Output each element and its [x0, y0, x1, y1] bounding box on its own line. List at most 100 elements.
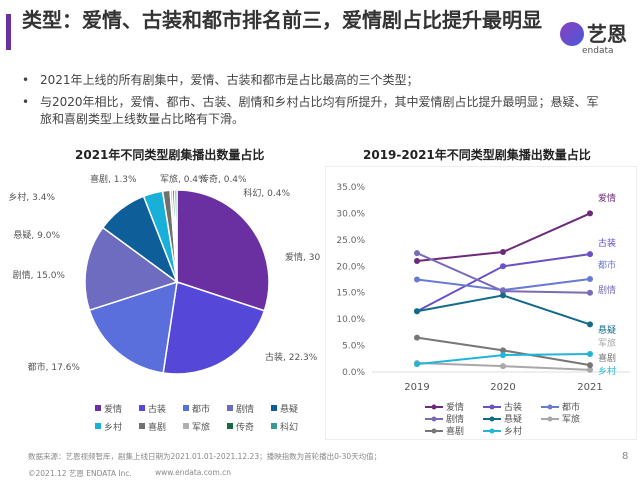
legend-swatch	[227, 423, 233, 429]
legend-marker	[489, 416, 495, 422]
pie-data-label: 悬疑, 9.0%	[13, 230, 60, 241]
pie-data-label: 剧情, 15.0%	[13, 269, 66, 281]
pie-slice-都市	[88, 280, 178, 374]
logo-subtext: endata	[582, 46, 614, 56]
data-point	[587, 366, 593, 373]
legend-label: 古装	[148, 403, 166, 415]
data-point	[500, 263, 506, 270]
series-end-label: 喜剧	[598, 352, 616, 364]
legend-label: 喜剧	[446, 425, 464, 437]
legend-label: 爱情	[446, 401, 464, 413]
data-point	[414, 334, 420, 341]
pie-slice-剧情	[84, 226, 179, 312]
legend-swatch	[271, 405, 277, 411]
y-tick-label: 20.0%	[336, 262, 365, 272]
series-end-label: 爱情	[598, 192, 616, 204]
series-end-label: 都市	[598, 259, 616, 271]
legend-label: 喜剧	[148, 421, 166, 433]
data-point	[500, 352, 506, 359]
legend-marker	[431, 416, 437, 422]
legend-swatch	[183, 405, 189, 411]
y-tick-label: 10.0%	[336, 315, 365, 325]
line-chart-title: 2019-2021年不同类型剧集播出数量占比	[363, 148, 591, 162]
logo-text: 艺恩	[587, 22, 627, 46]
y-tick-label: 0.0%	[342, 368, 365, 378]
page-number: 8	[622, 451, 629, 462]
legend-label: 乡村	[504, 425, 522, 437]
data-point	[414, 308, 420, 315]
bullet-item: 与2020年相比，爱情、都市、古装、剧情和乡村占比均有所提升，其中爱情剧占比提升…	[22, 94, 602, 128]
data-point	[500, 347, 506, 354]
data-point	[414, 361, 420, 368]
pie-data-label: 科幻, 0.4%	[243, 187, 290, 199]
legend-label: 爱情	[104, 403, 122, 415]
legend-marker	[431, 428, 437, 434]
legend-marker	[431, 404, 437, 410]
series-end-label: 古装	[598, 237, 616, 249]
accent-bar	[6, 14, 11, 50]
legend-label: 都市	[192, 403, 210, 415]
legend-swatch	[227, 405, 233, 411]
data-point	[500, 363, 506, 370]
data-point	[587, 321, 593, 328]
y-tick-label: 15.0%	[336, 289, 365, 299]
legend-label: 军旅	[562, 413, 580, 425]
series-line-悬疑	[416, 294, 591, 326]
pie-data-label: 都市, 17.6%	[28, 361, 81, 373]
series-end-label: 乡村	[598, 365, 616, 377]
legend-label: 悬疑	[280, 404, 298, 415]
legend-label: 乡村	[104, 421, 122, 433]
legend-marker	[489, 428, 495, 434]
data-point	[414, 250, 420, 257]
legend-label: 剧情	[236, 403, 254, 415]
legend-label: 古装	[504, 401, 522, 413]
legend-swatch	[139, 423, 145, 429]
x-tick-label: 2019	[404, 382, 429, 393]
bullet-item: 2021年上线的所有剧集中，爱情、古装和都市是占比最高的三个类型；	[22, 72, 602, 89]
legend-swatch	[95, 405, 101, 411]
legend-label: 剧情	[446, 413, 464, 425]
logo: 艺恩 endata	[560, 18, 630, 58]
data-point	[587, 289, 593, 296]
series-end-label: 剧情	[598, 284, 616, 296]
legend-marker	[547, 404, 553, 410]
line-chart-panel	[325, 166, 637, 440]
legend-marker	[547, 416, 553, 422]
data-point	[587, 362, 593, 369]
bullet-list: 2021年上线的所有剧集中，爱情、古装和都市是占比最高的三个类型； 与2020年…	[22, 72, 602, 133]
website-url: www.endata.com.cn	[155, 468, 232, 477]
pie-data-label: 军旅, 0.4%	[160, 173, 207, 185]
legend-label: 都市	[562, 401, 580, 413]
pie-chart-title: 2021年不同类型剧集播出数量占比	[75, 148, 265, 162]
y-tick-label: 25.0%	[336, 236, 365, 246]
y-tick-label: 35.0%	[336, 183, 365, 193]
data-point	[587, 351, 593, 358]
pie-data-label: 爱情, 30.0%	[285, 251, 320, 263]
pie-data-label: 传奇, 0.4%	[200, 173, 247, 185]
x-tick-label: 2020	[490, 382, 515, 393]
copyright: ©2021.12 艺恩 ENDATA Inc.	[28, 469, 132, 478]
pie-data-label: 喜剧, 1.3%	[90, 173, 137, 185]
legend-label: 悬疑	[504, 414, 522, 425]
page-title: 类型：爱情、古装和都市排名前三，爱情剧占比提升最明显	[22, 8, 542, 32]
data-source: 数据来源：艺恩视频智库，剧集上线日期为2021.01.01-2021.12.23…	[28, 452, 382, 461]
pie-slice-科幻	[173, 189, 178, 283]
data-point	[500, 292, 506, 299]
y-tick-label: 30.0%	[336, 209, 365, 219]
pie-slice-古装	[162, 281, 266, 375]
pie-chart: 爱情, 30.0% 古装, 22.3% 都市, 17.6% 剧情, 15.0% 悬疑, …	[8, 173, 320, 433]
legend-label: 科幻	[280, 421, 298, 433]
pie-slice-爱情	[176, 189, 270, 312]
data-point	[587, 251, 593, 258]
legend-swatch	[271, 423, 277, 429]
legend-label: 军旅	[192, 421, 210, 433]
x-tick-label: 2021	[577, 382, 602, 393]
series-end-label: 悬疑	[598, 325, 616, 336]
data-point	[587, 210, 593, 217]
data-point	[500, 249, 506, 256]
line-chart: 0.0% 5.0% 10.0% 15.0% 20.0% 25.0% 30.0% 35.0% 20…	[336, 183, 630, 437]
series-end-label: 军旅	[598, 337, 616, 349]
legend-swatch	[95, 423, 101, 429]
data-point	[587, 275, 593, 282]
y-tick-label: 5.0%	[342, 342, 365, 352]
